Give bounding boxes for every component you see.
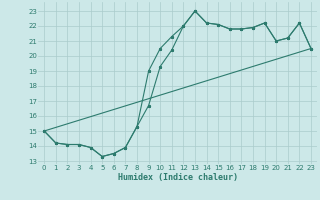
X-axis label: Humidex (Indice chaleur): Humidex (Indice chaleur) (118, 173, 238, 182)
